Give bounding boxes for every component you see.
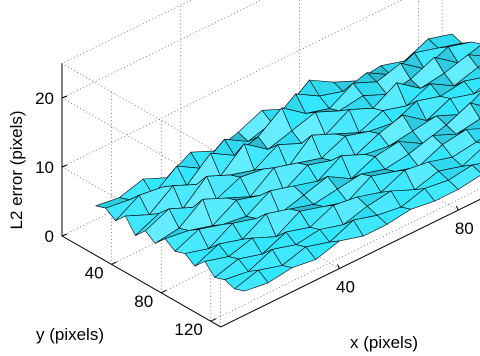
y-tick: [210, 318, 217, 322]
x-axis-label: x (pixels): [350, 333, 418, 352]
x-tick: [455, 205, 459, 211]
z-tick: [61, 233, 68, 237]
z-tick-label: 10: [35, 158, 54, 177]
y-tick-label: 80: [134, 292, 153, 311]
x-tick-label: 80: [455, 219, 474, 238]
x-axis-line: [220, 198, 480, 328]
z-tick-label: 0: [45, 227, 54, 246]
x-tick: [337, 264, 340, 269]
y-axis-label: y (pixels): [36, 325, 104, 344]
x-tick-label: 40: [336, 277, 355, 296]
plot-axes: 0102040801204080120: [35, 63, 480, 339]
z-tick: [61, 164, 68, 168]
y-tick: [160, 289, 167, 294]
surface-facet: [234, 269, 269, 292]
z-tick: [61, 95, 68, 99]
error-surface: [95, 33, 480, 292]
y-axis-line: [61, 235, 221, 328]
z-tick-label: 20: [35, 89, 54, 108]
z-axis-label: L2 error (pixels): [7, 110, 26, 229]
y-tick: [111, 261, 117, 265]
surface-facet: [473, 87, 480, 95]
y-tick-label: 40: [85, 263, 104, 282]
axis-labels: L2 error (pixels) y (pixels) x (pixels): [7, 110, 418, 352]
y-tick-label: 120: [174, 320, 202, 339]
